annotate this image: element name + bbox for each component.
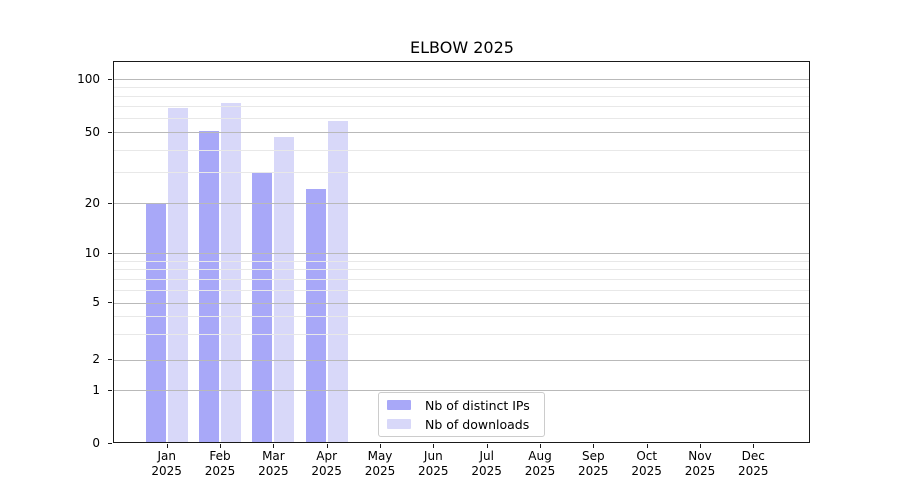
x-tick-year: 2025 [578,464,609,478]
x-tick-mark-4 [380,444,381,448]
gridline-major-20 [113,203,810,205]
gridline-major-1 [113,390,810,391]
x-tick-mark-8 [593,444,595,448]
legend-item-0: Nb of distinct IPs [387,397,544,413]
x-tick-label-aug: Aug 2025 [513,449,567,479]
gridline-minor-8 [113,269,810,271]
gridline-minor-4 [113,316,810,318]
bar-distinct-ips-3 [305,189,326,443]
y-tick-mark-10 [108,252,112,254]
x-tick-label-mar: Mar 2025 [246,449,300,479]
bar-downloads-0 [167,107,188,443]
y-tick-label-0: 0 [92,435,100,450]
bar-distinct-ips-2 [252,171,273,443]
gridline-major-100 [113,79,810,80]
gridline-major-10 [113,253,810,255]
x-tick-year: 2025 [311,464,342,478]
x-tick-label-sep: Sep 2025 [566,449,620,479]
y-tick-mark-0 [108,442,112,444]
x-tick-month: Nov [688,449,712,463]
x-tick-year: 2025 [364,464,396,478]
x-tick-year: 2025 [471,464,502,478]
legend-box: Nb of distinct IPs Nb of downloads [378,392,545,437]
x-tick-mark-10 [700,444,701,448]
x-tick-label-dec: Dec 2025 [726,449,780,479]
x-tick-mark-7 [540,444,541,448]
x-tick-month: Apr [316,449,338,463]
x-tick-mark-1 [220,444,221,448]
gridline-minor-6 [113,289,810,291]
y-tick-mark-20 [108,202,112,204]
x-tick-label-feb: Feb 2025 [193,449,247,479]
bar-downloads-1 [221,103,241,443]
x-tick-label-jun: Jun 2025 [406,449,460,479]
gridline-minor-90 [113,87,810,89]
y-tick-mark-5 [108,302,112,303]
gridline-minor-30 [113,171,810,173]
x-tick-year: 2025 [684,464,716,478]
y-tick-mark-2 [108,359,112,360]
bar-distinct-ips-1 [199,130,219,443]
x-tick-year: 2025 [418,464,449,478]
x-tick-month: Sep [581,449,605,463]
legend-label: Nb of downloads [425,416,530,432]
x-tick-month: Jul [479,449,494,463]
chart-title: ELBOW 2025 [410,38,514,57]
y-tick-mark-50 [108,131,112,133]
y-tick-label-5: 5 [92,295,100,309]
gridline-minor-9 [113,260,810,262]
gridline-minor-40 [113,149,810,151]
gridline-minor-80 [113,96,810,98]
x-tick-mark-11 [753,444,755,448]
y-tick-mark-100 [108,78,112,80]
y-tick-label-20: 20 [84,195,100,210]
x-tick-year: 2025 [631,464,662,478]
x-tick-mark-9 [646,444,648,448]
legend-item-1: Nb of downloads [387,416,544,432]
y-tick-label-50: 50 [84,124,100,139]
x-tick-month: May [367,449,393,463]
x-tick-month: Mar [262,449,285,463]
x-tick-label-nov: Nov 2025 [673,449,727,479]
y-tick-mark-1 [108,389,112,391]
legend-swatch-icon [387,419,411,429]
legend-label: Nb of distinct IPs [425,397,530,413]
x-tick-year: 2025 [738,464,769,478]
x-tick-mark-2 [273,444,275,448]
gridline-minor-3 [113,334,810,336]
x-tick-label-may: May 2025 [353,449,407,479]
x-tick-label-jul: Jul 2025 [460,449,514,479]
gridline-minor-70 [113,106,810,108]
y-tick-label-100: 100 [77,71,100,86]
x-tick-month: Feb [209,449,231,463]
x-tick-month: Jan [157,449,176,463]
y-tick-label-10: 10 [84,245,100,260]
x-tick-mark-6 [486,444,488,448]
x-tick-label-jan: Jan 2025 [140,449,194,479]
x-tick-year: 2025 [524,464,556,478]
y-tick-label-2: 2 [92,352,100,366]
gridline-major-2 [113,359,810,361]
x-tick-year: 2025 [151,464,182,478]
x-tick-month: Dec [741,449,765,463]
gridline-minor-60 [113,118,810,120]
legend-swatch-icon [387,400,411,410]
gridline-major-50 [113,132,810,134]
x-tick-year: 2025 [204,464,236,478]
x-tick-year: 2025 [258,464,289,478]
x-tick-month: Jun [423,449,443,463]
x-tick-mark-5 [433,444,435,448]
x-tick-mark-0 [166,444,168,448]
x-tick-month: Oct [636,449,658,463]
x-tick-month: Aug [528,449,552,463]
y-tick-label-1: 1 [92,382,100,397]
bar-downloads-3 [327,120,348,443]
gridline-major-5 [113,302,810,304]
x-tick-label-apr: Apr 2025 [300,449,354,479]
bar-distinct-ips-0 [145,203,166,443]
x-tick-mark-3 [326,444,328,448]
gridline-minor-7 [113,278,810,280]
x-tick-label-oct: Oct 2025 [620,449,674,479]
